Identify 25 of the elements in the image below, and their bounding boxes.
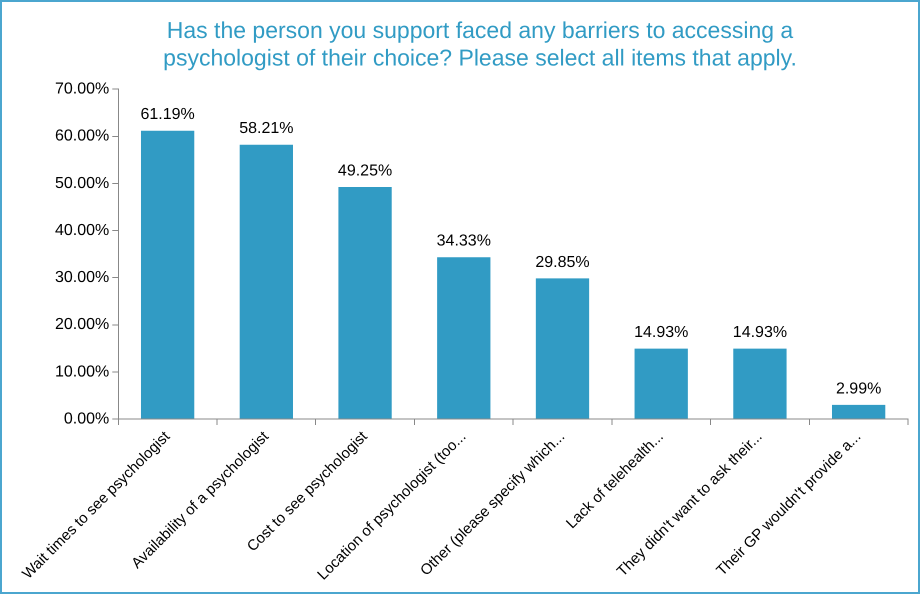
y-tick-label: 40.00% — [55, 222, 110, 239]
bar — [832, 404, 886, 418]
bar — [338, 186, 392, 418]
y-tick-label: 30.00% — [55, 269, 110, 286]
data-label: 49.25% — [338, 162, 392, 180]
data-label: 34.33% — [436, 232, 491, 250]
bar — [437, 257, 490, 418]
bar — [240, 144, 293, 418]
data-label: 58.21% — [239, 120, 294, 138]
y-tick-label: 60.00% — [55, 128, 110, 145]
bar — [634, 348, 688, 418]
y-tick-label: 0.00% — [64, 410, 110, 428]
data-label: 14.93% — [634, 324, 688, 342]
chart-title: Has the person you support faced any barriers to accessing a psychologist of their choice? Please select all items that apply. — [163, 17, 797, 71]
bar — [140, 130, 194, 418]
y-tick-label: 70.00% — [55, 80, 110, 98]
data-label: 29.85% — [535, 254, 590, 271]
y-tick-label: 10.00% — [55, 363, 110, 380]
y-tick-label: 20.00% — [55, 316, 110, 334]
data-label: 2.99% — [836, 380, 882, 398]
y-tick-label: 50.00% — [55, 174, 110, 192]
data-label: 14.93% — [732, 324, 788, 342]
data-label: 61.19% — [140, 106, 195, 124]
bar — [733, 348, 787, 418]
bar — [536, 278, 590, 418]
